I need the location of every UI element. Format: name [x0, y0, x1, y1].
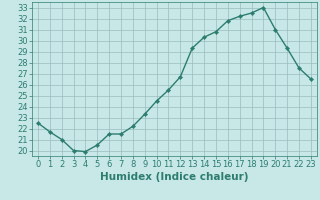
X-axis label: Humidex (Indice chaleur): Humidex (Indice chaleur)	[100, 172, 249, 182]
